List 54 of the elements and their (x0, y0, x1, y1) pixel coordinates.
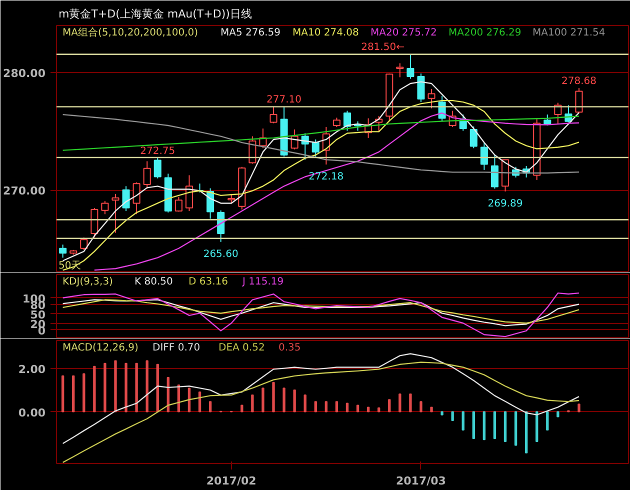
candlestick (154, 157, 162, 179)
candlestick (59, 244, 67, 258)
candlestick (470, 126, 478, 149)
text: MA20 275.72 (370, 28, 437, 38)
line-series (62, 362, 580, 464)
candlestick (343, 110, 352, 132)
candlestick (112, 193, 120, 234)
candlestick (101, 200, 109, 215)
candlestick (417, 72, 425, 103)
y-tick-label: 280.00 (3, 67, 46, 80)
x-tick-label: 2017/03 (396, 474, 446, 488)
line-series (62, 353, 580, 444)
line-series (62, 292, 580, 338)
chart-subtitle: MA组合(5,10,20,200,100,0) (62, 26, 198, 38)
y-tick-label: 50 (30, 308, 46, 322)
candlestick (228, 193, 236, 204)
text: 0.35 (278, 342, 301, 354)
text: D 63.16 (188, 276, 228, 288)
candlestick (575, 88, 583, 114)
candlestick (122, 186, 130, 212)
text: DEA 0.52 (218, 342, 265, 354)
candlestick (332, 117, 340, 128)
candlestick (143, 160, 151, 190)
candlestick (270, 106, 278, 124)
candlestick (132, 182, 140, 215)
y-tick-label: 270.00 (3, 184, 46, 198)
text: MA200 276.29 (448, 28, 522, 38)
annotation: 265.60 (203, 248, 238, 260)
annotation: 277.10 (266, 94, 302, 106)
chart-subtitle: MACD(12,26,9) (62, 342, 139, 354)
series-label: J 115.19 (242, 276, 284, 288)
text: MA5 276.59 (220, 28, 280, 38)
y-tick-label: 2.00 (18, 362, 46, 376)
candlestick (90, 207, 98, 238)
text: MA100 271.54 (532, 28, 606, 38)
y-tick-label: 0.00 (18, 406, 46, 420)
candlestick (490, 154, 498, 190)
candlestick (406, 54, 414, 80)
chart-title: m黄金T+D(上海黄金 mAu(T+D))日线 (58, 8, 252, 20)
annotation: 272.75 (140, 146, 176, 157)
candlestick (396, 62, 404, 78)
series-label: K 80.50 (134, 276, 173, 288)
chart-subtitle: KDJ(9,3,3) (62, 276, 114, 288)
annotation: 278.68 (561, 76, 596, 88)
candlestick (428, 88, 436, 109)
annotation: 281.50← (361, 42, 404, 53)
text: MA10 274.08 (292, 28, 359, 38)
text: DIFF 0.70 (152, 342, 200, 354)
x-tick-label: 2017/02 (206, 474, 256, 488)
candlestick (312, 138, 320, 158)
annotation: 269.89 (488, 198, 523, 210)
candlestick (480, 142, 488, 170)
annotation: 272.18 (308, 172, 344, 183)
candlestick (174, 196, 182, 212)
